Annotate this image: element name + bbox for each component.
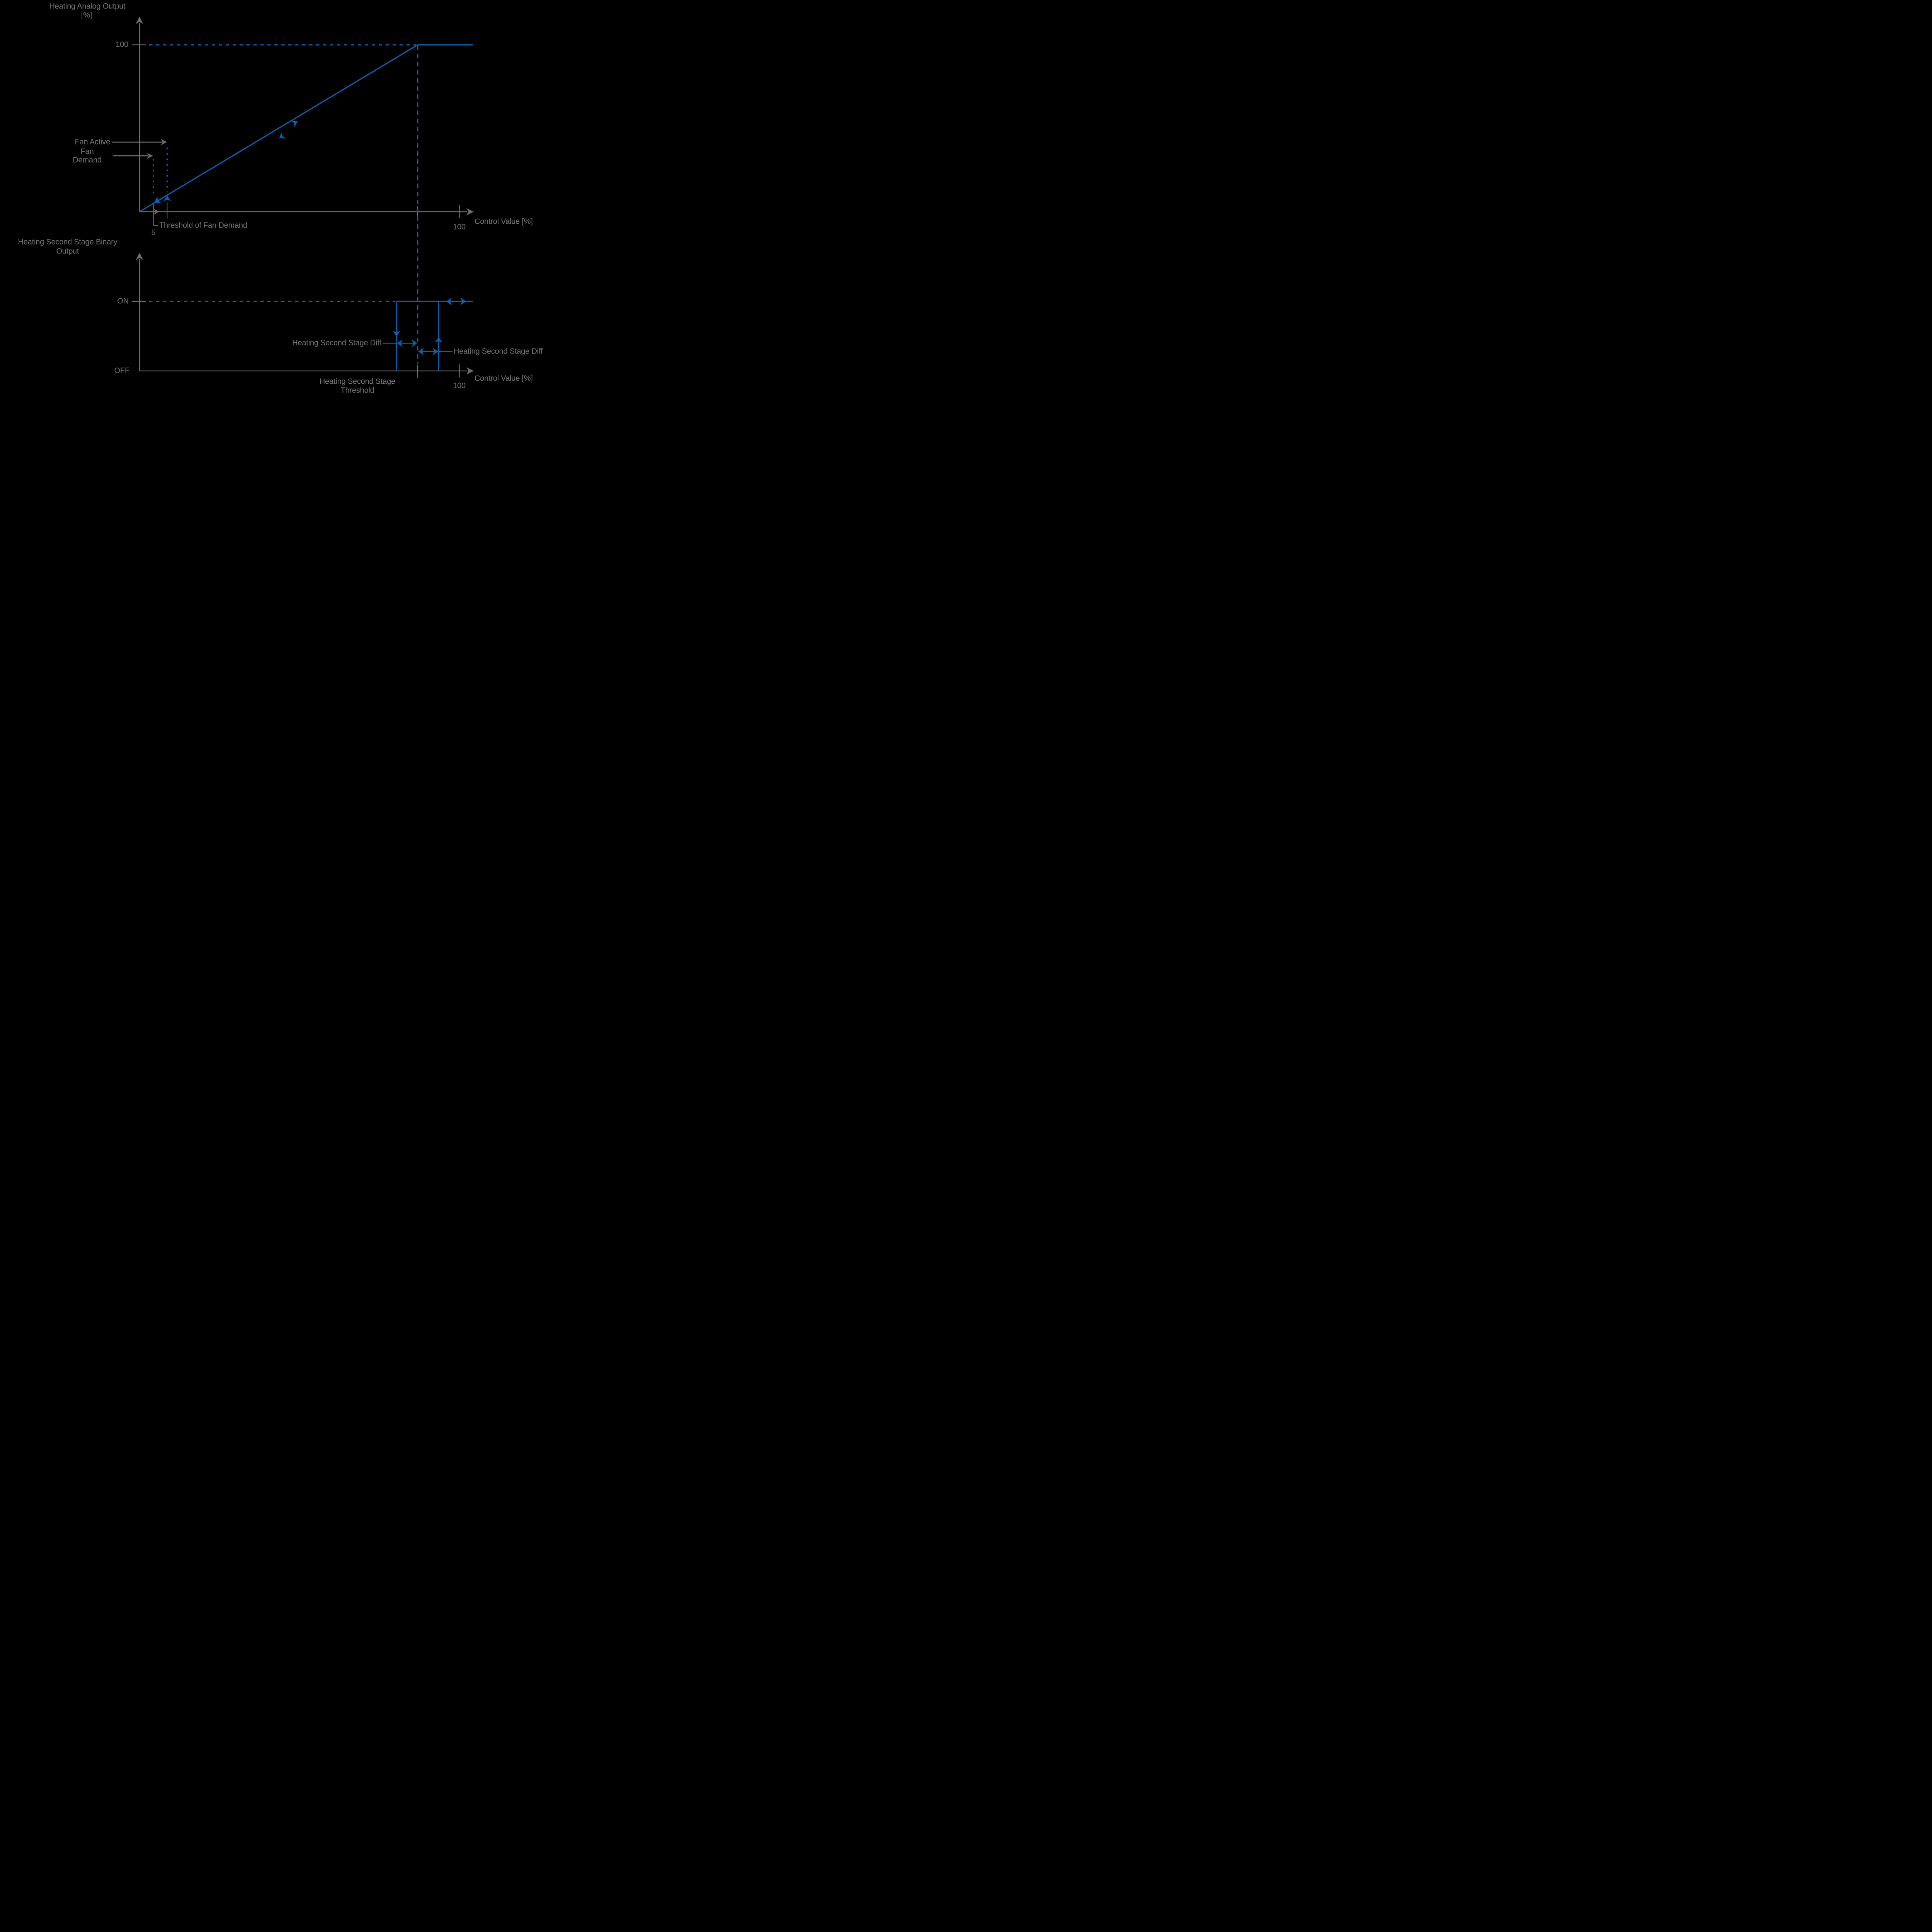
diff-label-right: Heating Second Stage Diff [454, 347, 543, 356]
bottom-x-axis-arrowhead-icon [466, 367, 474, 375]
top-chart-title-line2: [%] [81, 11, 92, 20]
axis-direction-arrowhead-icon [154, 209, 159, 215]
threshold-of-fan-demand-label: Threshold of Fan Demand [159, 221, 247, 230]
diff-label-left: Heating Second Stage Diff [292, 338, 381, 347]
diagram-lines [112, 17, 474, 378]
bottom-x-tick-100-label: 100 [453, 381, 466, 390]
top-y-tick-100-label: 100 [116, 40, 128, 49]
fan-active-up-arrowhead-icon [163, 196, 171, 201]
on-line-arrowhead-right-icon [460, 298, 466, 305]
switch-off-down-arrowhead-icon [392, 331, 400, 337]
top-y-axis-arrowhead-icon [136, 17, 143, 24]
top-x-tick-100-label: 100 [453, 223, 466, 231]
ramp-down-arrowhead-icon [279, 132, 286, 139]
fan-demand-down-arrowhead-icon [154, 196, 162, 203]
on-line-arrowhead-left-icon [446, 298, 452, 305]
switch-on-up-arrowhead-icon [435, 337, 443, 343]
diff-left-arrowhead-left-icon [396, 339, 403, 347]
diagram-canvas: Heating Analog Output [%] 100 Fan Active… [0, 0, 556, 396]
ramp-up-arrowhead-icon [290, 121, 298, 128]
fan-active-label: Fan Active [75, 138, 111, 146]
second-stage-threshold-label-line2: Threshold [340, 386, 374, 395]
fan-demand-label-line1: Fan [80, 147, 94, 156]
top-chart-title-line1: Heating Analog Output [49, 2, 126, 11]
fan-active-leader-arrowhead-icon [161, 139, 167, 145]
top-x-axis-label: Control Value [%] [474, 217, 533, 226]
bottom-x-axis-label: Control Value [%] [474, 374, 533, 383]
top-x-axis-arrowhead-icon [466, 208, 474, 216]
fan-demand-label-line2: Demand [73, 156, 102, 165]
diff-right-arrowhead-right-icon [432, 347, 439, 355]
bottom-y-on-label: ON [117, 297, 129, 306]
diff-left-arrowhead-right-icon [412, 339, 417, 347]
top-x-tick-5-label: 5 [151, 228, 156, 237]
fan-demand-leader-arrowhead-icon [147, 153, 153, 159]
bottom-y-axis-arrowhead-icon [136, 253, 143, 260]
analog-output-ramp [139, 44, 418, 213]
bottom-chart-title-line2: Output [56, 247, 79, 256]
bottom-y-off-label: OFF [114, 366, 130, 375]
diff-right-arrowhead-left-icon [418, 347, 424, 355]
second-stage-threshold-label-line1: Heating Second Stage [319, 377, 396, 386]
bottom-chart-title-line1: Heating Second Stage Binary [18, 238, 117, 247]
